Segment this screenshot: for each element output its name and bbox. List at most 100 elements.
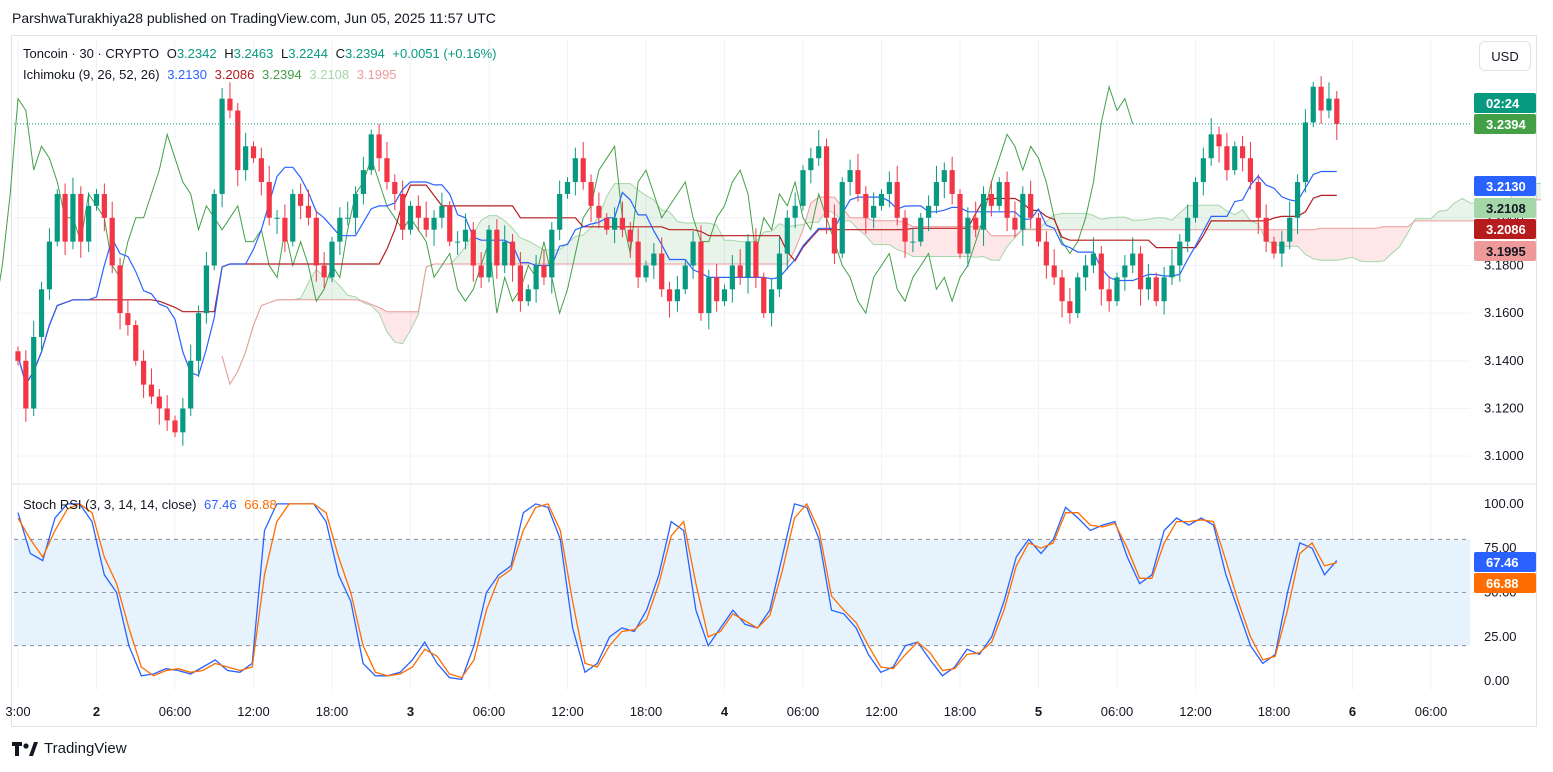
ichimoku-cloud-segment <box>1391 226 1400 254</box>
ichimoku-cloud-segment <box>716 225 725 265</box>
tradingview-footer[interactable]: TradingView <box>12 740 127 757</box>
time-tick-label: 18:00 <box>630 704 663 719</box>
ichimoku-cloud-segment <box>1148 217 1157 230</box>
candle-body <box>666 289 673 302</box>
candle-body <box>23 360 29 409</box>
tradingview-logo-icon <box>12 741 38 756</box>
price-axis-label: 3.2394 <box>1486 117 1527 132</box>
ichimoku-cloud-segment <box>1234 209 1243 230</box>
ichimoku-cloud-segment <box>653 200 662 265</box>
candle-body <box>957 193 963 254</box>
time-tick-label: 18:00 <box>1258 704 1291 719</box>
candle-body <box>792 205 798 218</box>
close-value: 3.2394 <box>345 46 385 61</box>
candle-body <box>125 313 131 326</box>
price-tick-label: 3.1000 <box>1484 448 1524 463</box>
ichimoku-cloud-segment <box>1438 210 1447 221</box>
stoch-rsi-pane[interactable] <box>14 502 1470 681</box>
ichimoku-cloud-segment <box>1383 226 1392 261</box>
candle-body <box>46 241 52 290</box>
ichimoku-label: Ichimoku (9, 26, 52, 26) <box>23 67 160 82</box>
candle-body <box>1012 217 1018 230</box>
time-tick-label: 12:00 <box>551 704 584 719</box>
time-tick-label: 3 <box>407 704 414 719</box>
candle-body <box>863 193 869 218</box>
candle-body <box>1035 217 1042 242</box>
ichimoku-span-b-value: 3.1995 <box>356 67 397 82</box>
candle-body <box>596 205 602 218</box>
candle-body <box>400 193 406 230</box>
candle-body <box>345 217 351 219</box>
ichimoku-cloud-segment <box>339 285 348 300</box>
candle-body <box>1255 182 1261 218</box>
ichimoku-cloud-segment <box>763 231 772 265</box>
candle-body <box>847 170 853 183</box>
candle-body <box>478 265 484 278</box>
stoch-axis-label-bg <box>1474 573 1536 593</box>
candle-body <box>109 217 115 266</box>
candle-body <box>31 336 37 409</box>
ichimoku-cloud-segment <box>575 234 584 265</box>
ichimoku-cloud-segment <box>881 220 890 245</box>
price-axis-label-bg <box>1474 93 1536 113</box>
candle-body <box>462 229 469 242</box>
currency-button[interactable]: USD <box>1479 41 1531 71</box>
ichimoku-cloud-segment <box>1171 212 1180 230</box>
low-value: 3.2244 <box>288 46 328 61</box>
candle-body <box>203 265 209 314</box>
candle-body <box>329 241 335 278</box>
candle-body <box>698 241 704 314</box>
candle-body <box>533 265 539 290</box>
price-axis-label-bg <box>1474 219 1536 239</box>
price-pane[interactable] <box>0 76 1541 446</box>
candle-body <box>1318 86 1324 111</box>
candle-body <box>1130 253 1136 266</box>
ichimoku-cloud-segment <box>1156 217 1165 230</box>
candle-body <box>1224 146 1230 171</box>
ichimoku-cloud-segment <box>1321 228 1329 261</box>
candle-body <box>470 229 476 266</box>
price-tick-label: 3.1200 <box>1484 400 1524 415</box>
candle-body <box>392 182 398 194</box>
candle-body <box>871 205 877 218</box>
ichimoku-cloud-segment <box>567 236 576 265</box>
ichimoku-cloud-segment <box>379 307 387 332</box>
candle-body <box>557 193 563 230</box>
candle-body <box>855 170 861 194</box>
ichimoku-cloud-segment <box>606 183 615 265</box>
candle-body <box>1247 158 1254 183</box>
ichimoku-cloud-segment <box>732 240 741 265</box>
candle-body <box>941 170 947 183</box>
stoch-legend: Stoch RSI (3, 3, 14, 14, close) 67.46 66… <box>23 497 281 512</box>
time-tick-label: 06:00 <box>787 704 820 719</box>
candle-body <box>980 193 987 230</box>
candle-body <box>494 229 500 266</box>
candle-body <box>1106 289 1112 302</box>
candle-body <box>1153 277 1159 302</box>
candle-body <box>1083 265 1089 278</box>
candle-body <box>38 289 45 337</box>
candle-body <box>1090 253 1097 266</box>
high-label: H <box>224 46 234 61</box>
candle-body <box>714 277 720 302</box>
candle-body <box>235 110 241 171</box>
candle-body <box>894 182 900 218</box>
ichimoku-cloud-segment <box>669 211 678 265</box>
ichimoku-cloud-segment <box>520 237 529 265</box>
ichimoku-cloud-segment <box>661 210 670 265</box>
time-tick-label: 18:00 <box>316 704 349 719</box>
candle-body <box>1216 134 1222 147</box>
ichimoku-cloud-segment <box>677 221 686 265</box>
ichimoku-cloud-segment <box>1250 220 1259 230</box>
candle-body <box>1137 253 1144 290</box>
candle-body <box>517 265 523 302</box>
ichimoku-cloud-segment <box>1399 226 1408 247</box>
stoch-label: Stoch RSI (3, 3, 14, 14, close) <box>23 497 197 512</box>
ichimoku-cloud-segment <box>1415 218 1424 221</box>
price-tick-label: 3.1600 <box>1484 305 1524 320</box>
candle-body <box>635 241 641 278</box>
candle-body <box>250 146 257 159</box>
stoch-tick-label: 75.00 <box>1484 540 1517 555</box>
candle-body <box>1169 265 1175 278</box>
